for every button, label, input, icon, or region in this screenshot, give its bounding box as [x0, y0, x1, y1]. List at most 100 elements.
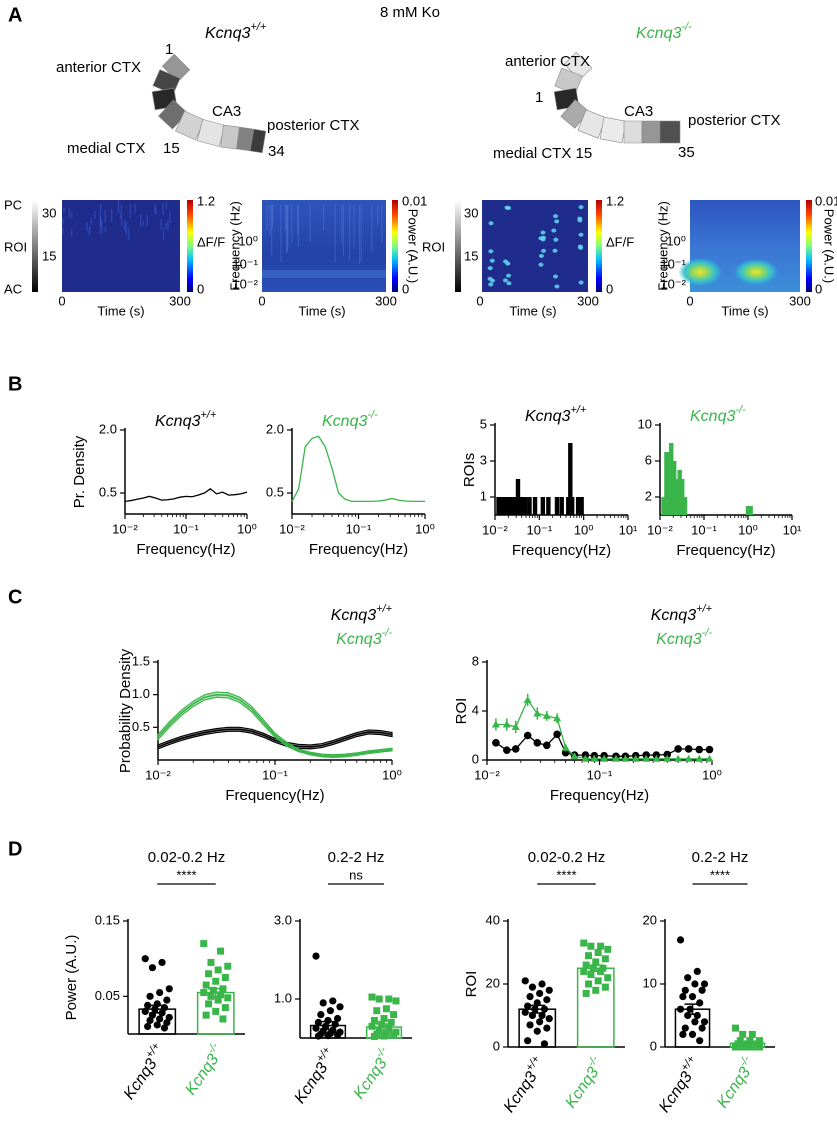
- heatmap-texture: [62, 200, 171, 241]
- data-point: [387, 1018, 395, 1026]
- heatmap-spot: [540, 230, 546, 235]
- bar: [509, 497, 515, 515]
- data-point: [686, 1005, 694, 1013]
- x-tick-label: 10¹: [783, 522, 802, 537]
- region-label: 15: [163, 140, 180, 157]
- data-point: [528, 1011, 537, 1020]
- heatmap-ylabel: ROI: [4, 239, 27, 254]
- marker: [553, 730, 561, 739]
- chart-title: Kcnq3-/-: [690, 404, 746, 425]
- heatmap-streak: [101, 219, 103, 234]
- data-point: [224, 994, 232, 1002]
- x-tick-label: 10⁻²: [145, 767, 171, 782]
- data-point: [141, 955, 149, 963]
- x-axis-label: Frequency(Hz): [676, 542, 775, 559]
- chart: 0.05 0.15 Power (A.U.) 0.02-0.2 Hz**** Kcnq3…: [63, 849, 245, 1103]
- data-point: [597, 942, 605, 950]
- data-point: [684, 1011, 692, 1020]
- data-point: [329, 997, 337, 1005]
- series-line: [124, 487, 248, 503]
- y-tick-label: 0.15: [95, 912, 120, 927]
- brain-diagram: [151, 53, 267, 154]
- panel-label: C: [8, 586, 22, 608]
- data-point: [200, 940, 208, 948]
- spectrogram-streak: [334, 205, 336, 263]
- heatmap-spot: [553, 237, 559, 242]
- data-point: [144, 1022, 152, 1031]
- colorbar-label: ΔF/F: [197, 234, 225, 249]
- heatmap-streak: [123, 220, 126, 231]
- data-point: [380, 1032, 388, 1040]
- data-point: [382, 1005, 390, 1013]
- data-point: [526, 1021, 534, 1029]
- y-tick-label: 20: [486, 975, 500, 990]
- data-point: [732, 1024, 739, 1032]
- legend-entry: Kcnq3-/-: [656, 627, 712, 648]
- data-point: [521, 1008, 529, 1016]
- data-point: [312, 952, 320, 960]
- marker: [663, 754, 672, 762]
- bar: [532, 497, 538, 515]
- marker: [492, 739, 500, 747]
- spectrogram-texture: [262, 205, 386, 278]
- data-point: [592, 958, 600, 966]
- data-point: [536, 989, 544, 998]
- heatmap-label: PC: [4, 197, 22, 212]
- spectrogram-tick: 10⁰: [666, 233, 686, 248]
- data-point: [679, 993, 687, 1001]
- heatmap-tick: 300: [169, 293, 191, 308]
- data-point: [219, 1015, 227, 1023]
- data-point: [585, 980, 593, 988]
- marker: [642, 754, 651, 762]
- bar: [661, 497, 666, 515]
- colorbar-tick: 0: [402, 281, 409, 296]
- spectrogram-streak: [342, 205, 345, 256]
- spectrogram-xlabel: Time (s): [721, 303, 768, 318]
- data-point: [540, 1005, 549, 1013]
- marker: [684, 745, 693, 753]
- heatmap-streak: [120, 215, 123, 227]
- panel-label: D: [8, 838, 22, 860]
- heatmap-spot: [489, 258, 495, 263]
- data-point: [526, 993, 534, 1001]
- marker: [570, 752, 579, 760]
- heatmap-streak: [63, 207, 65, 213]
- heatmap-spot: [538, 253, 544, 258]
- heatmap-spot: [502, 278, 508, 283]
- data-point: [334, 1014, 342, 1023]
- data-point: [148, 964, 157, 972]
- spectrogram-streak: [280, 205, 282, 263]
- data-point: [319, 999, 327, 1007]
- data-point: [385, 995, 393, 1003]
- heatmap-spot: [554, 219, 560, 224]
- chart: 0.5 2.0 10⁻² 10⁻¹ 10⁰ Frequency(Hz) Kcnq3-/-: [266, 409, 435, 558]
- category-label: Kcnq3+/+: [497, 1053, 550, 1116]
- category-label: Kcnq3+/+: [117, 1040, 170, 1103]
- spectrogram-streak: [297, 205, 300, 247]
- data-point: [540, 1040, 549, 1048]
- y-tick-label: 1.0: [274, 990, 292, 1005]
- heatmap-spot: [577, 216, 583, 221]
- colorbar-tick: 0: [197, 281, 204, 296]
- x-tick-label: 10⁻¹: [346, 521, 372, 536]
- heatmap-texture: [487, 205, 584, 289]
- data-point: [334, 1031, 342, 1039]
- region-label: CA3: [624, 103, 653, 120]
- x-tick-label: 10⁰: [237, 521, 257, 536]
- heatmap-spot: [578, 232, 584, 237]
- spectrogram-streak: [286, 205, 288, 252]
- heatmap-label: AC: [4, 281, 22, 296]
- data-point: [314, 1018, 322, 1026]
- x-tick-label: 10⁻¹: [262, 767, 288, 782]
- region-label: posterior CTX: [688, 112, 781, 129]
- y-tick-label: 3.0: [274, 912, 292, 927]
- data-point: [524, 1037, 532, 1045]
- data-point: [380, 1015, 388, 1022]
- data-point: [212, 977, 220, 985]
- heatmap-streak: [68, 208, 71, 218]
- bar: [496, 497, 501, 515]
- heatmap-streak: [146, 214, 148, 226]
- heatmap-spot: [503, 259, 509, 264]
- marker: [631, 754, 640, 762]
- region-label: medial CTX 15: [493, 145, 592, 162]
